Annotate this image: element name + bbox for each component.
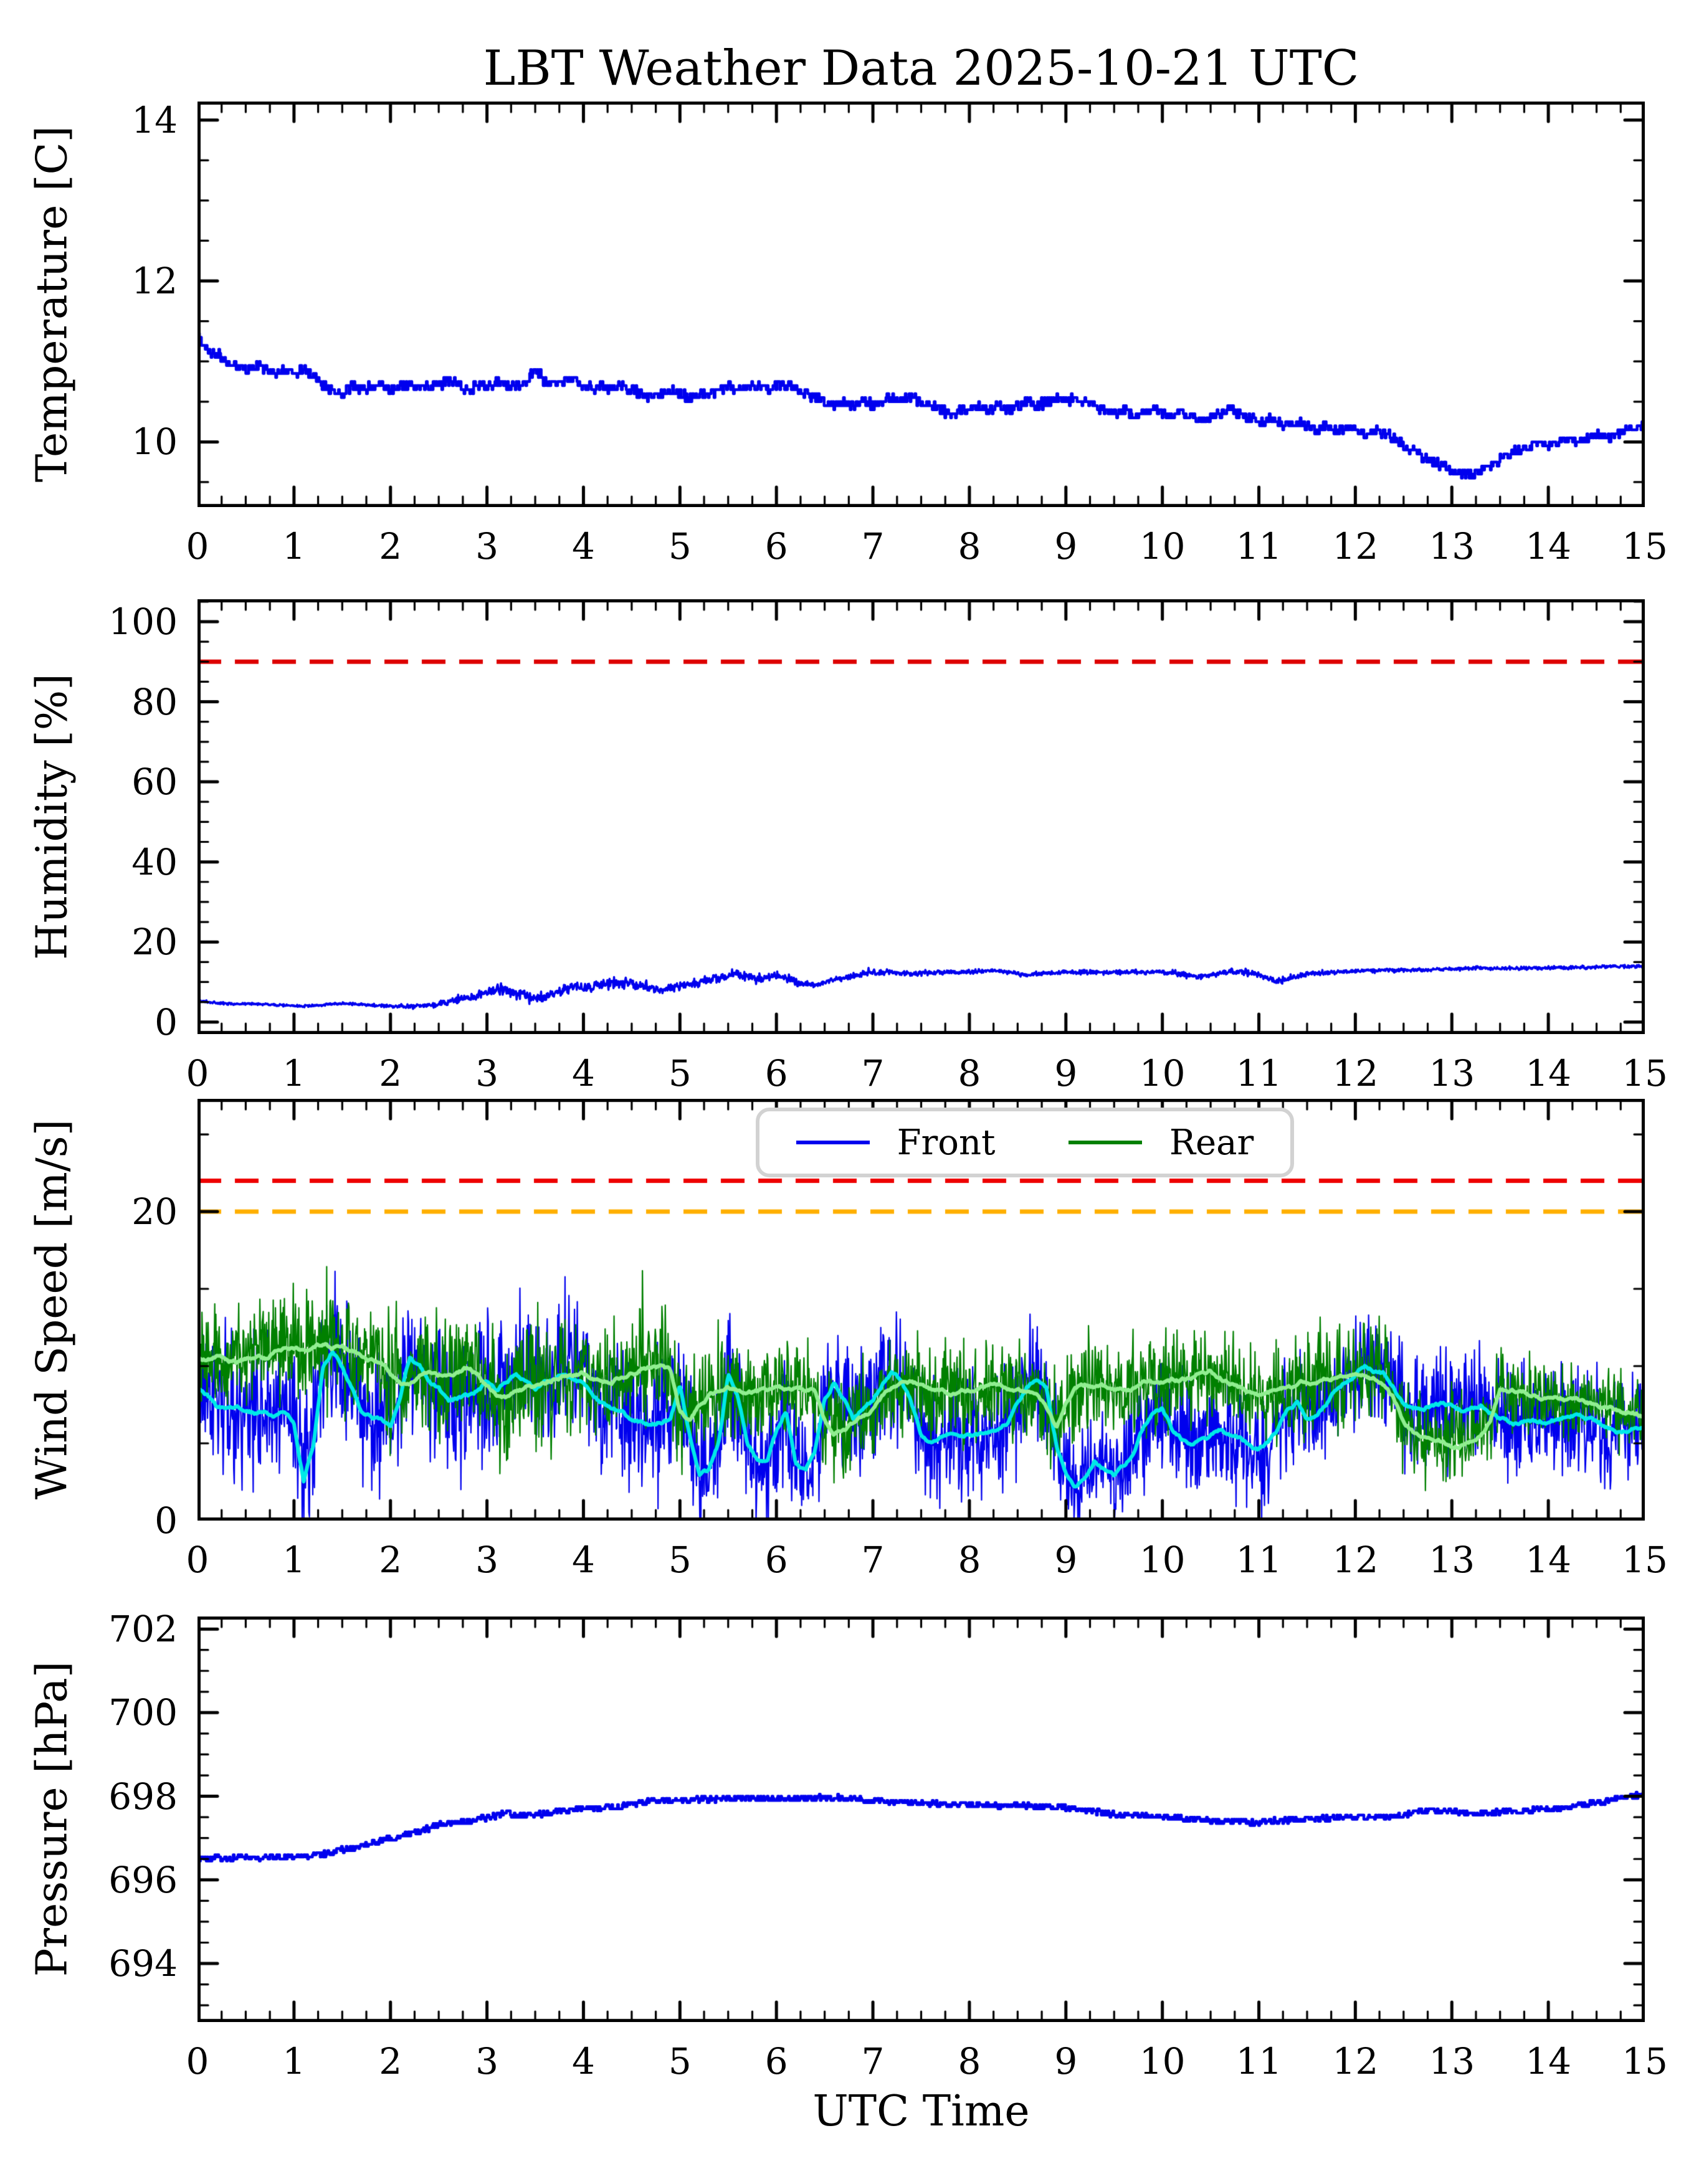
pressure-x-tick-label: 5: [668, 2040, 692, 2082]
temperature-y-tick-label: 12: [131, 260, 178, 303]
pressure-y-tick-label: 694: [108, 1942, 178, 1985]
figure-title: LBT Weather Data 2025-10-21 UTC: [483, 40, 1359, 97]
temperature-y-tick-label: 14: [131, 98, 178, 141]
pressure-x-tick-label: 6: [764, 2040, 788, 2082]
wind_speed-x-tick-label: 10: [1139, 1539, 1186, 1581]
wind_speed-x-tick-label: 15: [1622, 1539, 1668, 1581]
temperature-x-tick-label: 9: [1054, 525, 1078, 567]
wind_speed-x-tick-label: 6: [764, 1539, 788, 1581]
humidity-x-tick-label: 1: [282, 1052, 306, 1094]
temperature-x-tick-label: 6: [764, 525, 788, 567]
wind_speed-x-tick-label: 0: [186, 1539, 209, 1581]
humidity-y-tick-label: 100: [108, 600, 178, 643]
temperature-x-tick-label: 14: [1525, 525, 1572, 567]
humidity-x-tick-label: 5: [668, 1052, 692, 1094]
humidity-x-tick-label: 14: [1525, 1052, 1572, 1094]
pressure-x-tick-label: 4: [572, 2040, 595, 2082]
pressure-plot-canvas: [198, 1617, 1645, 2022]
wind_speed-x-tick-label: 2: [379, 1539, 402, 1581]
wind_speed-x-tick-label: 1: [282, 1539, 306, 1581]
temperature-x-tick-label: 15: [1622, 525, 1668, 567]
legend-rear-label: Rear: [1169, 1122, 1254, 1163]
pressure-x-tick-label: 3: [475, 2040, 499, 2082]
wind_speed-x-tick-label: 13: [1429, 1539, 1475, 1581]
humidity-x-tick-label: 2: [379, 1052, 402, 1094]
humidity-y-tick-label: 40: [131, 840, 178, 883]
wind_speed-x-tick-label: 3: [475, 1539, 499, 1581]
humidity-plot-canvas: [198, 599, 1645, 1034]
temperature-x-tick-label: 13: [1429, 525, 1475, 567]
temperature-y-tick-label: 10: [131, 420, 178, 463]
pressure-x-tick-label: 13: [1429, 2040, 1475, 2082]
humidity-x-tick-label: 6: [764, 1052, 788, 1094]
pressure-x-tick-label: 10: [1139, 2040, 1186, 2082]
humidity-x-tick-label: 3: [475, 1052, 499, 1094]
humidity-x-tick-label: 0: [186, 1052, 209, 1094]
temperature-x-tick-label: 1: [282, 525, 306, 567]
wind_speed-y-tick-label: 0: [155, 1499, 178, 1542]
wind_speed-y-tick-label: 20: [131, 1190, 178, 1233]
pressure-x-tick-label: 12: [1332, 2040, 1379, 2082]
humidity-x-tick-label: 8: [958, 1052, 981, 1094]
pressure-x-tick-label: 1: [282, 2040, 306, 2082]
pressure-x-tick-label: 15: [1622, 2040, 1668, 2082]
wind_speed-x-tick-label: 11: [1235, 1539, 1282, 1581]
pressure-x-tick-label: 7: [861, 2040, 885, 2082]
temperature-x-tick-label: 7: [861, 525, 885, 567]
pressure-x-tick-label: 11: [1235, 2040, 1282, 2082]
temperature-x-tick-label: 4: [572, 525, 595, 567]
temperature-x-tick-label: 2: [379, 525, 402, 567]
wind-legend: Front Rear: [756, 1108, 1294, 1177]
humidity-x-tick-label: 15: [1622, 1052, 1668, 1094]
humidity-x-tick-label: 4: [572, 1052, 595, 1094]
humidity-x-tick-label: 12: [1332, 1052, 1379, 1094]
humidity-x-tick-label: 10: [1139, 1052, 1186, 1094]
legend-rear-line-icon: [1068, 1141, 1142, 1144]
legend-front-line-icon: [796, 1141, 870, 1144]
pressure-x-tick-label: 8: [958, 2040, 981, 2082]
temperature-x-tick-label: 8: [958, 525, 981, 567]
wind_speed-x-tick-label: 14: [1525, 1539, 1572, 1581]
temperature-x-tick-label: 0: [186, 525, 209, 567]
humidity-y-tick-label: 80: [131, 680, 178, 723]
humidity-y-tick-label: 0: [155, 1000, 178, 1043]
temperature-plot-canvas: [198, 102, 1645, 507]
wind-speed-y-axis-label: Wind Speed [m/s]: [27, 1119, 77, 1500]
humidity-x-tick-label: 9: [1054, 1052, 1078, 1094]
wind_speed-x-tick-label: 12: [1332, 1539, 1379, 1581]
wind_speed-x-tick-label: 5: [668, 1539, 692, 1581]
legend-entry-front: Front: [796, 1123, 996, 1163]
legend-front-label: Front: [897, 1122, 996, 1163]
humidity-x-tick-label: 13: [1429, 1052, 1475, 1094]
wind_speed-x-tick-label: 9: [1054, 1539, 1078, 1581]
temperature-x-tick-label: 12: [1332, 525, 1379, 567]
wind_speed-x-tick-label: 8: [958, 1539, 981, 1581]
humidity-x-tick-label: 11: [1235, 1052, 1282, 1094]
wind_speed-x-tick-label: 7: [861, 1539, 885, 1581]
humidity-y-tick-label: 60: [131, 761, 178, 804]
pressure-y-tick-label: 702: [108, 1608, 178, 1651]
x-axis-label: UTC Time: [812, 2087, 1030, 2136]
temperature-x-tick-label: 3: [475, 525, 499, 567]
pressure-y-tick-label: 696: [108, 1858, 178, 1901]
pressure-x-tick-label: 14: [1525, 2040, 1572, 2082]
temperature-x-tick-label: 11: [1235, 525, 1282, 567]
legend-entry-rear: Rear: [1068, 1122, 1254, 1163]
pressure-y-tick-label: 698: [108, 1775, 178, 1818]
pressure-x-tick-label: 9: [1054, 2040, 1078, 2082]
humidity-x-tick-label: 7: [861, 1052, 885, 1094]
pressure-x-tick-label: 2: [379, 2040, 402, 2082]
humidity-y-tick-label: 20: [131, 921, 178, 964]
temperature-x-tick-label: 5: [668, 525, 692, 567]
wind_speed-x-tick-label: 4: [572, 1539, 595, 1581]
pressure-y-tick-label: 700: [108, 1691, 178, 1734]
temperature-x-tick-label: 10: [1139, 525, 1186, 567]
pressure-x-tick-label: 0: [186, 2040, 209, 2082]
